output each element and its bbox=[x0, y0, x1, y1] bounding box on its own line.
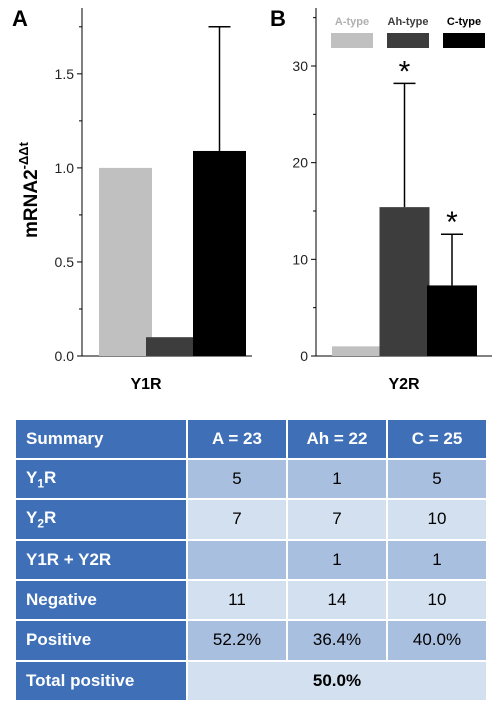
table-header-a: A = 23 bbox=[186, 418, 288, 460]
table-cell: 7 bbox=[286, 498, 388, 541]
y-axis-label-base: mRNA2 bbox=[21, 169, 42, 238]
y-tick-label: 0 bbox=[300, 348, 308, 364]
panel-a-label: A bbox=[12, 6, 28, 31]
table-cell: 7 bbox=[186, 498, 288, 541]
total-positive-value: 50.0% bbox=[186, 659, 488, 703]
legend-label: C-type bbox=[447, 16, 481, 28]
legend-swatch bbox=[443, 33, 485, 48]
legend-label: A-type bbox=[335, 16, 369, 28]
legend-label: Ah-type bbox=[388, 16, 429, 28]
panel-a-x-axis-label-text: Y1R bbox=[130, 376, 162, 393]
table-cell: 40.0% bbox=[386, 619, 488, 662]
table-cell: 10 bbox=[386, 578, 488, 622]
table-cell: 52.2% bbox=[186, 619, 288, 662]
y-tick-label: 0.5 bbox=[55, 254, 75, 270]
table-cell: 14 bbox=[286, 578, 388, 622]
table-row: Y1R 5 1 5 bbox=[14, 457, 488, 501]
panel-b-x-axis-label-text: Y2R bbox=[388, 376, 420, 393]
panel-a-y-axis-label: mRNA2-ΔΔt bbox=[16, 141, 42, 238]
table-cell: 11 bbox=[186, 578, 288, 622]
row-label-negative: Negative bbox=[14, 578, 188, 622]
bar-ah-type bbox=[379, 207, 430, 356]
table-header-c: C = 25 bbox=[386, 418, 488, 460]
y-tick-label: 1.0 bbox=[55, 160, 75, 176]
table-header-summary: Summary bbox=[14, 418, 188, 460]
table-header-ah: Ah = 22 bbox=[286, 418, 388, 460]
row-label-y1r-y2r: Y1R + Y2R bbox=[14, 538, 188, 581]
legend-swatch bbox=[387, 33, 429, 48]
y-tick-label: 10 bbox=[292, 251, 308, 267]
table-cell: 5 bbox=[186, 457, 288, 501]
bar-c-type bbox=[193, 150, 246, 356]
y-tick-label: 20 bbox=[292, 155, 308, 171]
bar-a-type bbox=[99, 167, 152, 356]
y-tick-label: 1.5 bbox=[55, 66, 75, 82]
y-axis-label-superscript: -ΔΔt bbox=[16, 141, 31, 169]
legend-swatch bbox=[331, 33, 373, 48]
bar-ah-type bbox=[146, 337, 199, 356]
y-tick-label: 30 bbox=[292, 58, 308, 74]
table-row: Y1R + Y2R 1 1 bbox=[14, 538, 488, 581]
y-tick-label: 0.0 bbox=[55, 348, 75, 364]
table-cell: 1 bbox=[386, 538, 488, 581]
row-label-y2r: Y2R bbox=[14, 498, 188, 541]
table-row: Negative 11 14 10 bbox=[14, 578, 488, 622]
table-row: Total positive 50.0% bbox=[14, 659, 488, 703]
panel-a-plot: 0.0 0.5 1.0 1.5 bbox=[55, 8, 252, 364]
significance-marker: * bbox=[446, 206, 458, 239]
panel-a-x-axis-label: Y1R bbox=[130, 376, 162, 393]
table-cell: 10 bbox=[386, 498, 488, 541]
row-label-positive: Positive bbox=[14, 619, 188, 662]
significance-marker: * bbox=[399, 55, 411, 88]
table-cell: 5 bbox=[386, 457, 488, 501]
table-cell: 36.4% bbox=[286, 619, 388, 662]
charts-figure: A 0.0 0.5 1.0 1.5 mRNA2-ΔΔt Y1R B 0 10 20 30 * *… bbox=[12, 6, 492, 393]
row-label-y1r: Y1R bbox=[14, 457, 188, 501]
bar-a-type bbox=[332, 346, 382, 356]
table-cell bbox=[186, 538, 288, 581]
table-cell: 1 bbox=[286, 538, 388, 581]
panel-b-x-axis-label: Y2R bbox=[388, 376, 420, 393]
table-row: Y2R 7 7 10 bbox=[14, 498, 488, 541]
table-cell: 1 bbox=[286, 457, 388, 501]
table-header-row: Summary A = 23 Ah = 22 C = 25 bbox=[14, 418, 488, 460]
panel-b-plot: 0 10 20 30 * * A-type Ah-type C-type bbox=[292, 8, 492, 364]
summary-table: Summary A = 23 Ah = 22 C = 25 Y1R 5 1 5 … bbox=[14, 418, 488, 703]
bar-c-type bbox=[427, 285, 477, 356]
panel-b-label: B bbox=[270, 6, 286, 31]
table-row: Positive 52.2% 36.4% 40.0% bbox=[14, 619, 488, 662]
row-label-total-positive: Total positive bbox=[14, 659, 188, 703]
